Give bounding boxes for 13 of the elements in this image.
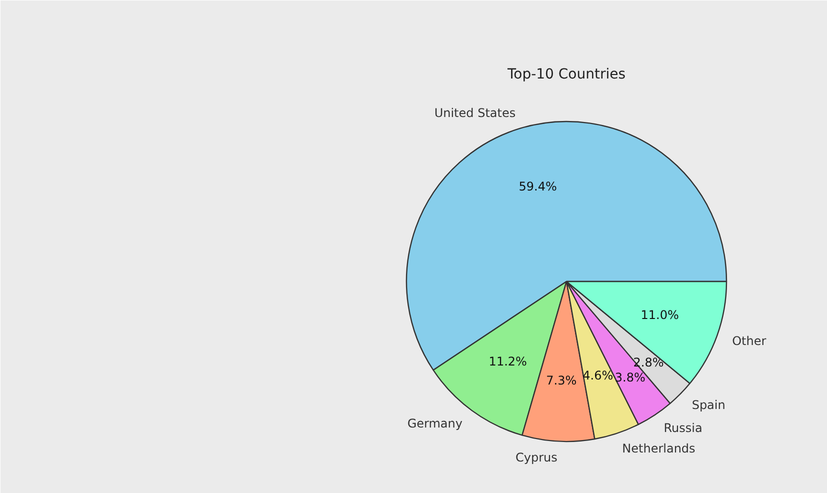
data-label: 7.3% — [546, 374, 577, 388]
data-label: 3.8% — [614, 370, 646, 385]
slice-label: Cyprus — [516, 450, 558, 464]
slice-label: United States — [434, 106, 516, 120]
data-label: 59.4% — [518, 180, 557, 194]
slice-label: Netherlands — [622, 441, 696, 456]
data-label: 11.2% — [488, 354, 527, 369]
chart-title: Top-10 Countries — [506, 66, 626, 82]
slice-label: Other — [732, 334, 766, 348]
data-label: 11.0% — [640, 308, 679, 322]
slice-label: Spain — [692, 398, 726, 412]
slice-label: Germany — [407, 416, 462, 430]
slice-label: Russia — [664, 421, 702, 436]
